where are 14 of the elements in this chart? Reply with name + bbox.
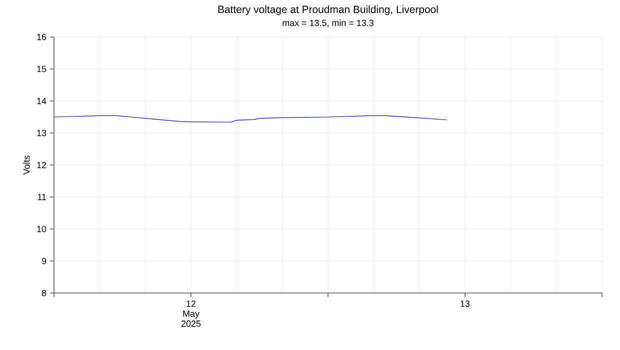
y-tick-label: 9	[42, 258, 46, 264]
y-tick-label: 16	[37, 34, 46, 40]
chart-title: Battery voltage at Proudman Building, Liverpool	[218, 5, 438, 16]
chart-subtitle: max = 13.5, min = 13.3	[282, 19, 374, 28]
y-tick-label: 15	[37, 66, 46, 72]
y-tick-label: 13	[37, 130, 46, 136]
y-tick-label: 10	[37, 226, 46, 232]
line-series	[54, 115, 448, 122]
y-tick-label: 8	[42, 290, 46, 296]
y-tick-label: 11	[38, 194, 46, 200]
y-axis-title: Volts	[23, 156, 30, 175]
y-tick-label: 14	[37, 98, 46, 104]
y-tick-label: 12	[37, 162, 46, 168]
x-tick-label: 12 May 2025	[181, 300, 201, 327]
